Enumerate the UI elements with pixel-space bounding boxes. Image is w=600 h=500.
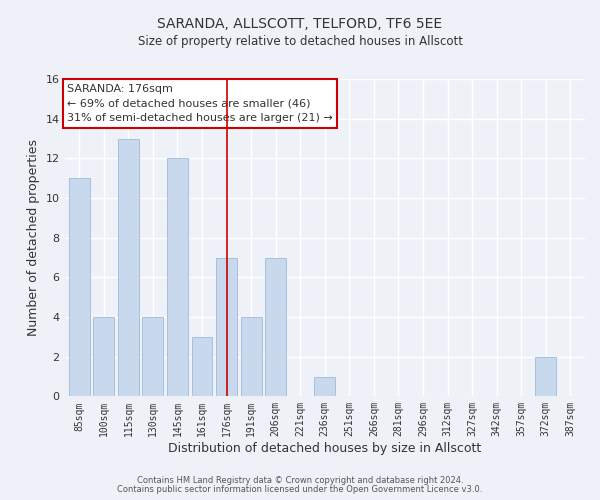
Y-axis label: Number of detached properties: Number of detached properties	[27, 139, 40, 336]
Bar	[69, 178, 90, 396]
Bar	[535, 356, 556, 397]
Text: Size of property relative to detached houses in Allscott: Size of property relative to detached ho…	[137, 35, 463, 48]
Text: Contains public sector information licensed under the Open Government Licence v3: Contains public sector information licen…	[118, 485, 482, 494]
Text: SARANDA: 176sqm
← 69% of detached houses are smaller (46)
31% of semi-detached h: SARANDA: 176sqm ← 69% of detached houses…	[67, 84, 333, 124]
X-axis label: Distribution of detached houses by size in Allscott: Distribution of detached houses by size …	[168, 442, 481, 455]
Bar	[314, 376, 335, 396]
Bar	[191, 337, 212, 396]
Bar	[216, 258, 237, 396]
Bar	[265, 258, 286, 396]
Text: Contains HM Land Registry data © Crown copyright and database right 2024.: Contains HM Land Registry data © Crown c…	[137, 476, 463, 485]
Text: SARANDA, ALLSCOTT, TELFORD, TF6 5EE: SARANDA, ALLSCOTT, TELFORD, TF6 5EE	[157, 18, 443, 32]
Bar	[167, 158, 188, 396]
Bar	[94, 317, 114, 396]
Bar	[142, 317, 163, 396]
Bar	[241, 317, 262, 396]
Bar	[118, 138, 139, 396]
